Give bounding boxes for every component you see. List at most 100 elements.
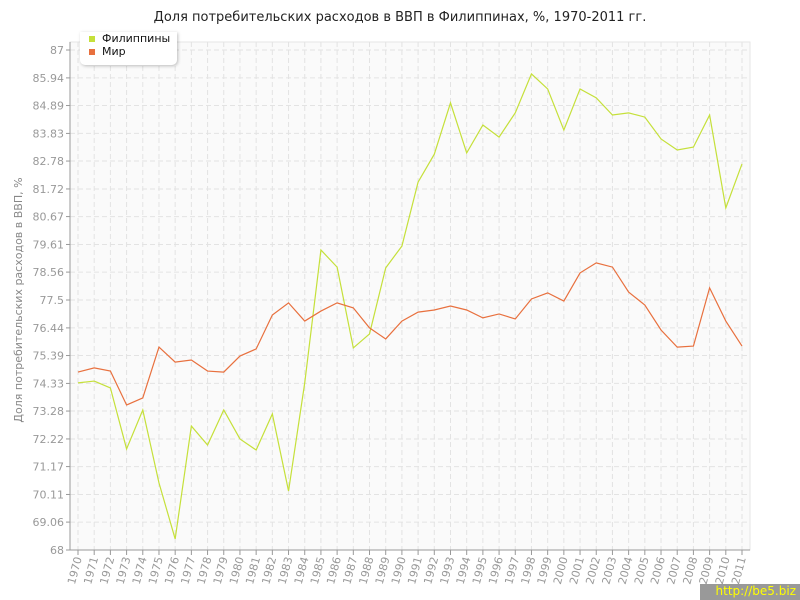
data-point[interactable] — [335, 265, 339, 269]
data-point[interactable] — [173, 537, 177, 541]
data-point[interactable] — [416, 310, 420, 314]
data-point[interactable] — [627, 290, 631, 294]
data-point[interactable] — [319, 309, 323, 313]
data-point[interactable] — [400, 319, 404, 323]
data-point[interactable] — [157, 345, 161, 349]
data-point[interactable] — [594, 96, 598, 100]
data-point[interactable] — [206, 443, 210, 447]
data-point[interactable] — [125, 403, 129, 407]
data-point[interactable] — [691, 145, 695, 149]
data-point[interactable] — [270, 412, 274, 416]
y-tick-label: 84.89 — [33, 100, 65, 113]
y-tick-label: 70.11 — [33, 488, 65, 501]
data-point[interactable] — [529, 72, 533, 76]
data-point[interactable] — [513, 317, 517, 321]
data-point[interactable] — [708, 113, 712, 117]
data-point[interactable] — [513, 111, 517, 115]
legend-swatch — [89, 48, 95, 55]
data-point[interactable] — [270, 313, 274, 317]
data-point[interactable] — [594, 261, 598, 265]
data-point[interactable] — [384, 266, 388, 270]
data-point[interactable] — [125, 447, 129, 451]
data-point[interactable] — [76, 370, 80, 374]
data-point[interactable] — [238, 437, 242, 441]
data-point[interactable] — [108, 386, 112, 390]
data-point[interactable] — [157, 481, 161, 485]
data-point[interactable] — [578, 87, 582, 91]
data-point[interactable] — [368, 326, 372, 330]
data-point[interactable] — [481, 123, 485, 127]
data-point[interactable] — [691, 344, 695, 348]
data-point[interactable] — [400, 244, 404, 248]
data-point[interactable] — [740, 162, 744, 166]
data-point[interactable] — [562, 299, 566, 303]
plot-area — [69, 41, 751, 551]
data-point[interactable] — [562, 128, 566, 132]
data-point[interactable] — [351, 346, 355, 350]
data-point[interactable] — [303, 319, 307, 323]
data-point[interactable] — [724, 319, 728, 323]
data-point[interactable] — [189, 424, 193, 428]
data-point[interactable] — [659, 328, 663, 332]
data-point[interactable] — [643, 303, 647, 307]
data-point[interactable] — [368, 332, 372, 336]
data-point[interactable] — [724, 206, 728, 210]
data-point[interactable] — [432, 152, 436, 156]
data-point[interactable] — [465, 308, 469, 312]
data-point[interactable] — [206, 369, 210, 373]
y-tick-label: 79.61 — [33, 238, 65, 251]
data-point[interactable] — [529, 297, 533, 301]
data-point[interactable] — [708, 286, 712, 290]
data-point[interactable] — [740, 344, 744, 348]
data-point[interactable] — [222, 370, 226, 374]
data-point[interactable] — [222, 408, 226, 412]
data-point[interactable] — [92, 379, 96, 383]
data-point[interactable] — [319, 248, 323, 252]
data-point[interactable] — [335, 301, 339, 305]
data-point[interactable] — [448, 101, 452, 105]
data-point[interactable] — [546, 87, 550, 91]
data-point[interactable] — [287, 489, 291, 493]
data-point[interactable] — [546, 291, 550, 295]
y-tick-label: 74.33 — [33, 377, 65, 390]
data-point[interactable] — [351, 306, 355, 310]
data-point[interactable] — [465, 151, 469, 155]
data-point[interactable] — [432, 308, 436, 312]
legend-item-philippines[interactable]: Филиппины — [80, 32, 177, 45]
y-tick-label: 80.67 — [33, 211, 65, 224]
data-point[interactable] — [141, 396, 145, 400]
data-point[interactable] — [384, 337, 388, 341]
y-tick-label: 76.44 — [33, 322, 65, 335]
data-point[interactable] — [448, 304, 452, 308]
data-point[interactable] — [675, 148, 679, 152]
data-point[interactable] — [287, 301, 291, 305]
y-tick-label: 77.5 — [40, 294, 65, 307]
y-axis-label: Доля потребительских расходов в ВВП, % — [12, 177, 25, 422]
data-point[interactable] — [610, 265, 614, 269]
data-point[interactable] — [643, 115, 647, 119]
legend: Филиппины Мир — [80, 32, 177, 65]
data-point[interactable] — [254, 347, 258, 351]
data-point[interactable] — [92, 366, 96, 370]
data-point[interactable] — [659, 137, 663, 141]
data-point[interactable] — [627, 111, 631, 115]
data-point[interactable] — [481, 316, 485, 320]
chart-title: Доля потребительских расходов в ВВП в Фи… — [153, 10, 647, 25]
data-point[interactable] — [416, 180, 420, 184]
data-point[interactable] — [610, 113, 614, 117]
data-point[interactable] — [497, 135, 501, 139]
data-point[interactable] — [76, 381, 80, 385]
watermark[interactable]: http://be5.biz — [700, 584, 800, 600]
data-point[interactable] — [189, 358, 193, 362]
data-point[interactable] — [141, 408, 145, 412]
data-point[interactable] — [675, 345, 679, 349]
data-point[interactable] — [254, 448, 258, 452]
legend-item-world[interactable]: Мир — [80, 45, 177, 58]
data-point[interactable] — [578, 271, 582, 275]
y-tick-label: 72.22 — [33, 433, 65, 446]
data-point[interactable] — [497, 312, 501, 316]
data-point[interactable] — [173, 360, 177, 364]
data-point[interactable] — [303, 381, 307, 385]
data-point[interactable] — [108, 369, 112, 373]
data-point[interactable] — [238, 354, 242, 358]
